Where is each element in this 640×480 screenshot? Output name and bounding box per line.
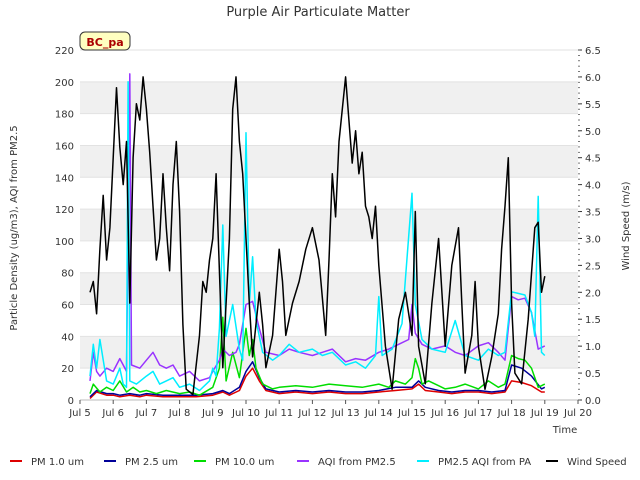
legend-label: PM 2.5 um <box>125 457 178 468</box>
x-tick-label: Jul 8 <box>168 408 191 419</box>
x-tick-label: Jul 14 <box>364 408 393 419</box>
y-tick-label: 40 <box>61 332 74 343</box>
series-line <box>89 76 546 396</box>
y2-tick-label: 1.5 <box>585 315 601 326</box>
x-tick-label: Jul 18 <box>497 408 526 419</box>
grid-band <box>80 304 578 337</box>
y-axis-left: 0 20 40 60 80 100 120 140 160 180 200 220 <box>55 46 74 407</box>
legend-label: Wind Speed <box>567 457 627 468</box>
x-tick-label: Jul 15 <box>397 408 426 419</box>
y-tick-label: 0 <box>68 396 74 407</box>
y2-tick-label: 4.0 <box>585 181 601 192</box>
x-tick-label: Jul 20 <box>563 408 592 419</box>
series-line <box>89 316 546 396</box>
y-tick-label: 200 <box>55 78 74 89</box>
grid-band <box>80 336 578 369</box>
y-axis-title-right: Wind Speed (m/s) <box>621 181 632 270</box>
y-tick-label: 20 <box>61 364 74 375</box>
grid-band <box>80 209 578 241</box>
series-line <box>89 367 545 399</box>
y2-tick-label: 3.0 <box>585 234 601 245</box>
y-axis-title-left: Particle Density (ug/m3), AQI from PM2.5 <box>9 125 20 330</box>
x-tick-label: Jul 9 <box>201 408 224 419</box>
y-tick-label: 60 <box>61 301 74 312</box>
grid-band <box>80 145 578 178</box>
x-tick-label: Jul 12 <box>297 408 326 419</box>
y2-tick-label: 0.5 <box>585 369 601 380</box>
y2-tick-label: 2.0 <box>585 288 601 299</box>
x-tick-label: Jul 11 <box>264 408 293 419</box>
grid-band <box>80 272 578 305</box>
y2-tick-label: 2.5 <box>585 261 601 272</box>
legend-label: PM2.5 AQI from PA <box>438 457 531 468</box>
y2-tick-label: 5.5 <box>585 100 601 111</box>
y-tick-label: 220 <box>55 46 74 57</box>
x-tick-label: Jul 17 <box>463 408 492 419</box>
y-tick-label: 160 <box>55 141 74 152</box>
y-tick-label: 100 <box>55 237 74 248</box>
grid-band <box>80 50 578 82</box>
legend-label: PM 10.0 um <box>215 457 274 468</box>
chart-title: Purple Air Particulate Matter <box>226 5 410 20</box>
x-axis: Jul 5 Jul 6 Jul 7 Jul 8 Jul 9 Jul 10 Jul 11 Jul… <box>68 400 592 419</box>
x-tick-label: Jul 5 <box>68 408 91 419</box>
y-axis-right: 0.0 0.5 1.0 1.5 2.0 2.5 3.0 3.5 4.0 4.5 5.0 5.5 6.0 6… <box>578 46 601 407</box>
series-lines <box>89 73 546 399</box>
y2-tick-label: 5.0 <box>585 127 601 138</box>
y2-tick-label: 6.0 <box>585 73 601 84</box>
grid-band <box>80 81 578 114</box>
y2-tick-label: 0.0 <box>585 396 601 407</box>
y-tick-label: 140 <box>55 173 74 184</box>
grid-band <box>80 177 578 210</box>
y2-tick-label: 4.5 <box>585 154 601 165</box>
x-tick-label: Jul 16 <box>430 408 459 419</box>
y2-tick-label: 1.0 <box>585 342 601 353</box>
legend: PM 1.0 um PM 2.5 um PM 10.0 um AQI from PM2… <box>10 457 627 468</box>
x-tick-label: Jul 19 <box>530 408 559 419</box>
x-tick-label: Jul 7 <box>135 408 158 419</box>
y-tick-label: 80 <box>61 269 74 280</box>
legend-label: AQI from PM2.5 <box>318 457 396 468</box>
site-label: BC_pa <box>86 36 123 49</box>
series-line <box>89 361 546 398</box>
x-tick-label: Jul 13 <box>331 408 360 419</box>
y2-tick-label: 6.5 <box>585 46 601 57</box>
site-label-badge: BC_pa <box>79 31 131 51</box>
x-axis-title: Time <box>552 425 577 436</box>
grid-band <box>80 113 578 146</box>
y-tick-label: 120 <box>55 205 74 216</box>
legend-label: PM 1.0 um <box>31 457 84 468</box>
y-tick-label: 180 <box>55 110 74 121</box>
x-tick-label: Jul 6 <box>101 408 124 419</box>
y2-tick-label: 3.5 <box>585 208 601 219</box>
x-tick-label: Jul 10 <box>231 408 260 419</box>
